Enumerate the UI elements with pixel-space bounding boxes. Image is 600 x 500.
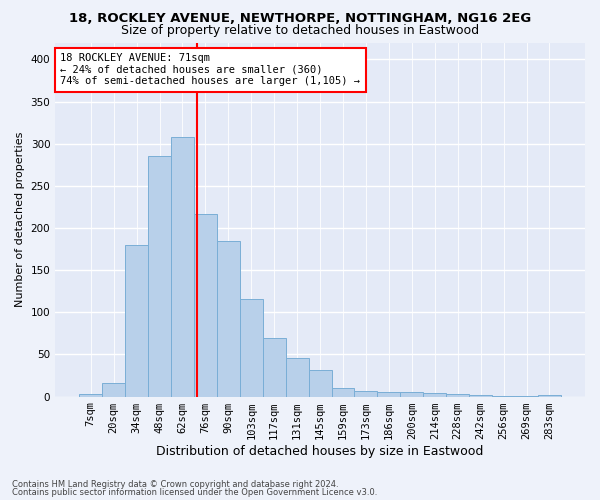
Bar bbox=[423, 393, 446, 396]
Bar bbox=[446, 394, 469, 396]
Text: Size of property relative to detached houses in Eastwood: Size of property relative to detached ho… bbox=[121, 24, 479, 37]
Text: 18 ROCKLEY AVENUE: 71sqm
← 24% of detached houses are smaller (360)
74% of semi-: 18 ROCKLEY AVENUE: 71sqm ← 24% of detach… bbox=[61, 53, 361, 86]
Text: 18, ROCKLEY AVENUE, NEWTHORPE, NOTTINGHAM, NG16 2EG: 18, ROCKLEY AVENUE, NEWTHORPE, NOTTINGHA… bbox=[69, 12, 531, 26]
Bar bbox=[308, 370, 332, 396]
Bar bbox=[332, 388, 355, 396]
Y-axis label: Number of detached properties: Number of detached properties bbox=[15, 132, 25, 307]
Text: Contains HM Land Registry data © Crown copyright and database right 2024.: Contains HM Land Registry data © Crown c… bbox=[12, 480, 338, 489]
Bar bbox=[79, 394, 102, 396]
Bar bbox=[377, 392, 400, 396]
Bar bbox=[217, 240, 240, 396]
Bar bbox=[102, 383, 125, 396]
Bar bbox=[286, 358, 308, 397]
X-axis label: Distribution of detached houses by size in Eastwood: Distribution of detached houses by size … bbox=[157, 444, 484, 458]
Bar bbox=[538, 395, 561, 396]
Bar bbox=[263, 338, 286, 396]
Bar bbox=[355, 390, 377, 396]
Bar bbox=[125, 245, 148, 396]
Bar bbox=[240, 299, 263, 396]
Bar bbox=[171, 137, 194, 396]
Bar bbox=[148, 156, 171, 396]
Bar bbox=[194, 214, 217, 396]
Text: Contains public sector information licensed under the Open Government Licence v3: Contains public sector information licen… bbox=[12, 488, 377, 497]
Bar bbox=[400, 392, 423, 396]
Bar bbox=[469, 395, 492, 396]
